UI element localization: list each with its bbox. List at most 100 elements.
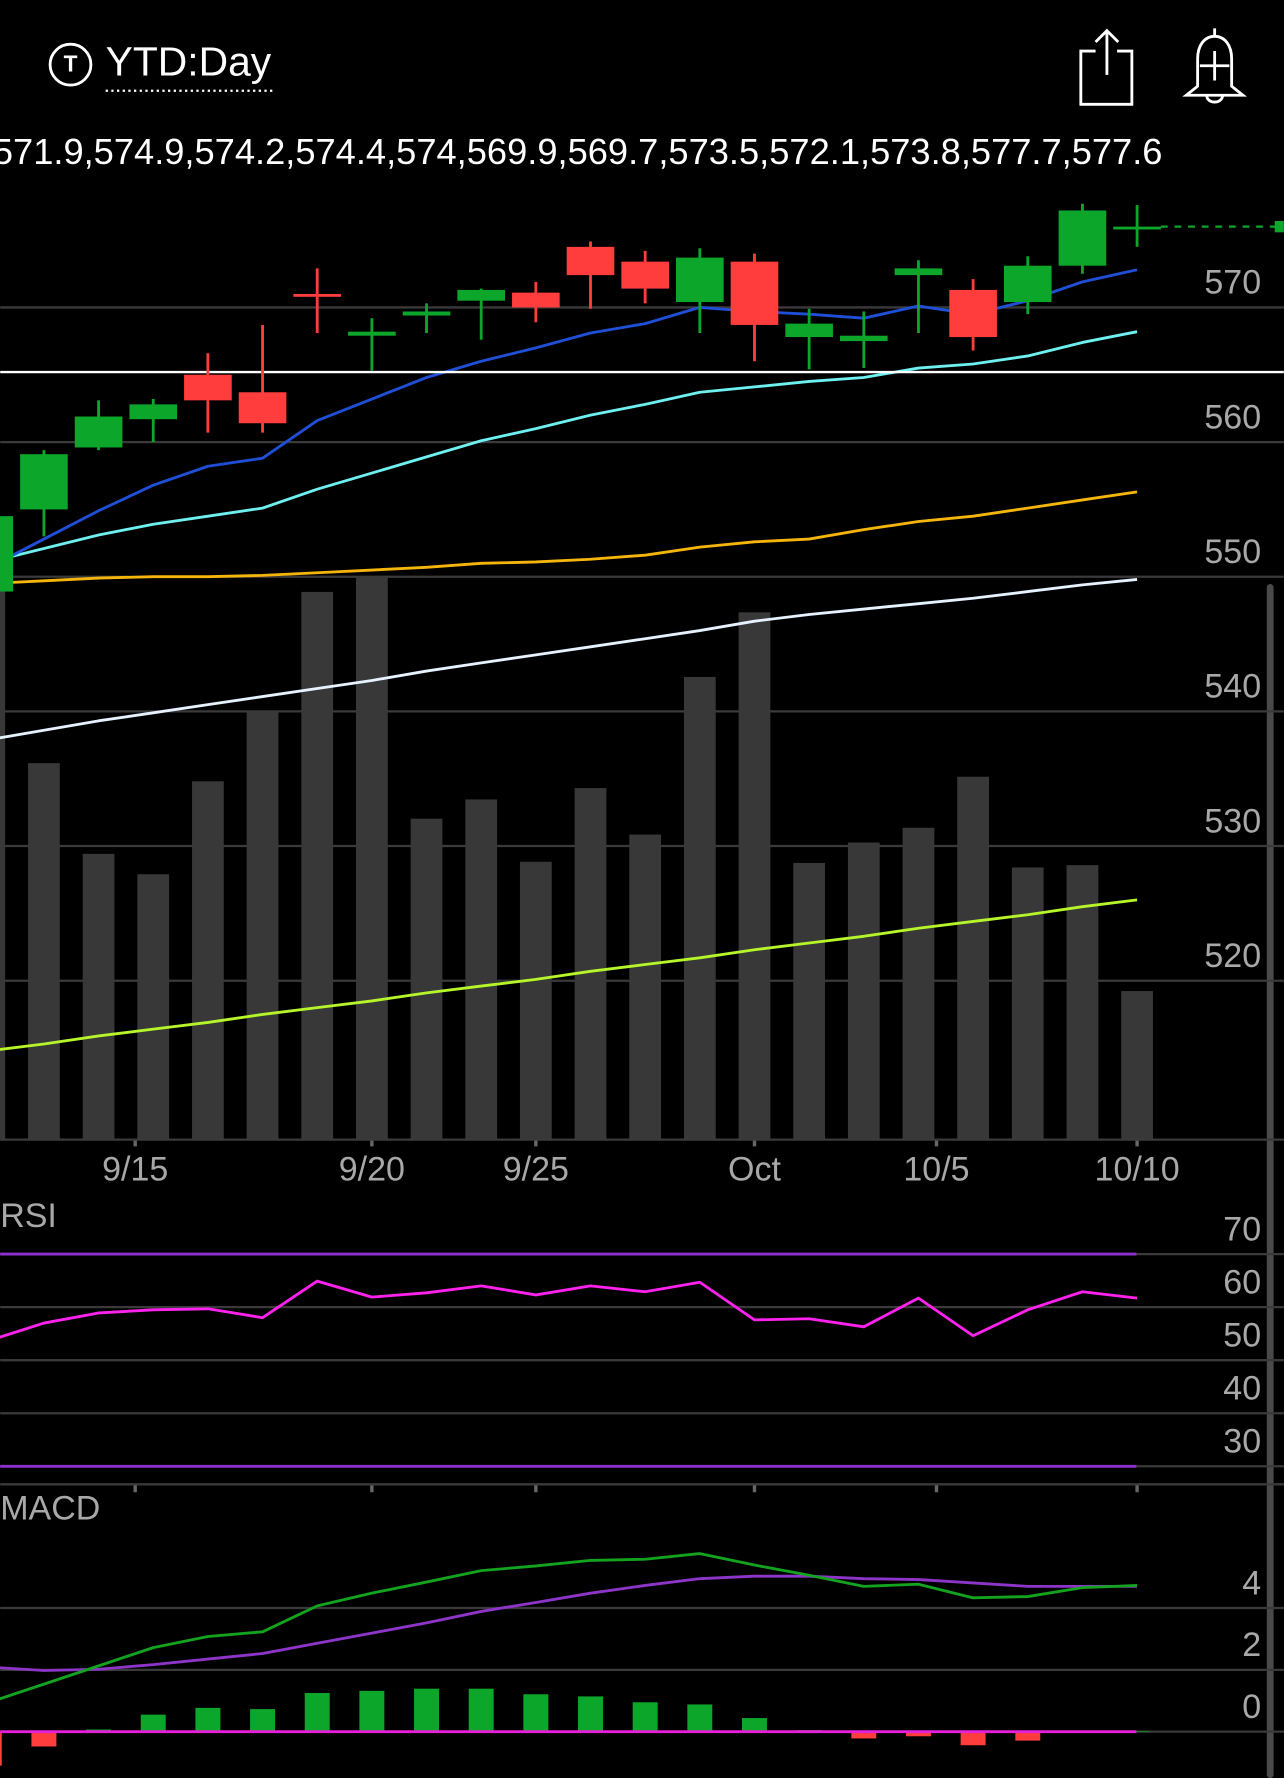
- y-tick-label: 530: [1204, 802, 1261, 840]
- candle-body: [238, 392, 287, 424]
- x-tick-label: Oct: [728, 1150, 781, 1188]
- macd-line: [0, 1574, 1138, 1672]
- y-tick-label: 50: [1223, 1316, 1261, 1354]
- y-tick-label: 70: [1223, 1210, 1261, 1248]
- macd-histogram-bar: [960, 1731, 986, 1746]
- candle-body: [512, 292, 560, 308]
- macd-histogram-bar: [140, 1714, 166, 1732]
- y-tick-label: 550: [1204, 533, 1261, 571]
- volume-bar: [629, 834, 662, 1140]
- high-value: 555.2,559.4,563.1,563.2,566.6,568.7,572.…: [0, 131, 1162, 172]
- x-tick-label: 9/25: [503, 1150, 569, 1188]
- y-tick-label: 2: [1242, 1626, 1261, 1664]
- volume-bar: [1121, 991, 1153, 1140]
- macd-histogram-bar: [851, 1731, 877, 1739]
- macd-histogram-bar: [578, 1696, 603, 1732]
- macd-histogram-bar: [31, 1731, 57, 1747]
- volume-bar: [683, 676, 716, 1140]
- volume-bar: [519, 861, 552, 1140]
- candle-body: [0, 516, 14, 592]
- candle-body: [402, 311, 451, 316]
- share-box: [1079, 49, 1134, 106]
- macd-histogram-bar: [742, 1718, 767, 1732]
- candle-body: [894, 268, 943, 276]
- y-tick-label: 560: [1204, 398, 1261, 436]
- volume-bar: [1066, 865, 1099, 1140]
- moving-average: [0, 330, 1138, 561]
- candle-body: [676, 257, 724, 303]
- share-button[interactable]: [1079, 28, 1134, 106]
- moving-average: [0, 898, 1138, 1051]
- volume-bar: [28, 763, 60, 1140]
- rsi-line: [0, 1279, 1138, 1339]
- candle-body: [293, 293, 342, 297]
- y-tick-label: 40: [1223, 1370, 1261, 1408]
- moving-average: [0, 268, 1138, 564]
- timeframe[interactable]: YTD:Day: [106, 38, 272, 84]
- y-tick-label: 30: [1223, 1423, 1261, 1461]
- macd-histogram-bar: [1124, 1731, 1150, 1732]
- bell-clapper: [1205, 94, 1224, 104]
- volume-bar: [0, 578, 6, 1140]
- macd-histogram-bar: [195, 1707, 221, 1732]
- macd-histogram-bar: [687, 1704, 713, 1732]
- bell-plus: [1199, 51, 1230, 81]
- macd-histogram-bar: [250, 1709, 276, 1732]
- alert-button[interactable]: [1182, 28, 1248, 104]
- x-tick-label: 9/20: [339, 1150, 405, 1188]
- volume-bar: [902, 827, 935, 1140]
- volume-bar: [957, 776, 989, 1140]
- candle-body: [20, 454, 68, 510]
- y-tick-label: 0: [1242, 1688, 1261, 1726]
- ticker-icon-letter: T: [64, 51, 78, 77]
- volume-bar: [192, 781, 224, 1140]
- volume-bar: [410, 818, 443, 1140]
- volume-bar: [137, 874, 170, 1140]
- candle-body: [730, 261, 779, 325]
- moving-average: [0, 578, 1138, 740]
- panel-title: MACD: [0, 1489, 100, 1527]
- ticker-icon[interactable]: [48, 42, 93, 87]
- candle-body: [184, 374, 232, 401]
- share-arrow: [1094, 28, 1120, 75]
- macd-histogram-bar: [523, 1694, 549, 1732]
- volume-bar: [847, 842, 880, 1140]
- macd-histogram-bar: [304, 1693, 330, 1732]
- candle-body: [949, 289, 997, 338]
- y-tick-label: 520: [1204, 937, 1261, 975]
- candle-body: [129, 404, 178, 420]
- last-price-marker: [1274, 220, 1284, 233]
- y-tick-label: 60: [1223, 1263, 1261, 1301]
- x-tick-label: 10/5: [903, 1150, 969, 1188]
- moving-average: [0, 490, 1138, 585]
- candle-body: [74, 416, 123, 448]
- y-tick-label: 540: [1204, 668, 1261, 706]
- scrollbar[interactable]: [1266, 583, 1274, 1778]
- volume-bar: [355, 576, 388, 1140]
- panel-title: RSI: [0, 1197, 57, 1235]
- macd-histogram-bar: [468, 1688, 494, 1732]
- candle-body: [566, 246, 615, 276]
- macd-histogram-bar: [0, 1731, 2, 1766]
- macd-line: [0, 1552, 1138, 1701]
- volume-bar: [301, 591, 334, 1140]
- y-tick-label: 570: [1204, 264, 1261, 302]
- x-tick-label: 9/15: [102, 1150, 168, 1188]
- bell: [1182, 28, 1248, 97]
- y-tick-label: 4: [1242, 1564, 1261, 1602]
- macd-histogram-bar: [632, 1702, 658, 1732]
- candle-body: [621, 261, 669, 289]
- candle-body: [457, 289, 506, 301]
- candle-body: [1058, 210, 1107, 266]
- candle-body: [1113, 226, 1161, 230]
- candle-body: [1003, 265, 1052, 303]
- volume-bar: [465, 799, 498, 1140]
- volume-bar: [574, 788, 607, 1140]
- volume-bar: [82, 853, 115, 1140]
- volume-bar: [246, 710, 279, 1140]
- header: T YTD:Day: [48, 28, 1248, 106]
- macd-histogram-bar: [905, 1731, 931, 1737]
- macd-histogram-bar: [1015, 1731, 1041, 1741]
